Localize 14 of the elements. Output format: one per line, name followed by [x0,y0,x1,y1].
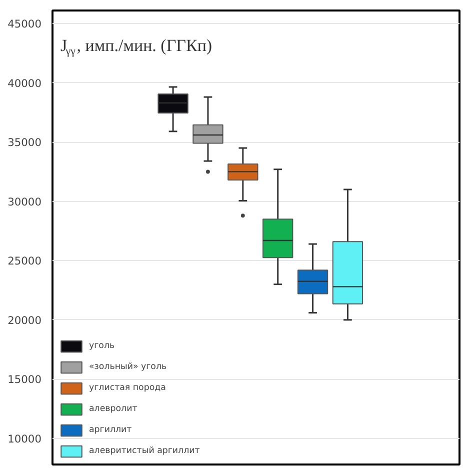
legend-label: «зольный» уголь [89,362,167,372]
y-tick-label: 20000 [8,314,42,327]
legend-label: аргиллит [89,425,132,435]
legend-label: алевритистый аргиллит [89,446,200,456]
legend-label: алевролит [89,404,138,414]
legend-label: уголь [89,341,115,351]
y-tick-label: 10000 [8,432,42,446]
y-tick-label: 45000 [8,18,42,31]
y-tick-label: 40000 [8,76,42,90]
legend-label: углистая порода [89,383,166,393]
y-tick-label: 25000 [8,254,42,268]
y-tick-label: 35000 [8,136,42,150]
y-tick-label: 15000 [8,373,42,386]
y-tick-label: 30000 [8,195,42,208]
